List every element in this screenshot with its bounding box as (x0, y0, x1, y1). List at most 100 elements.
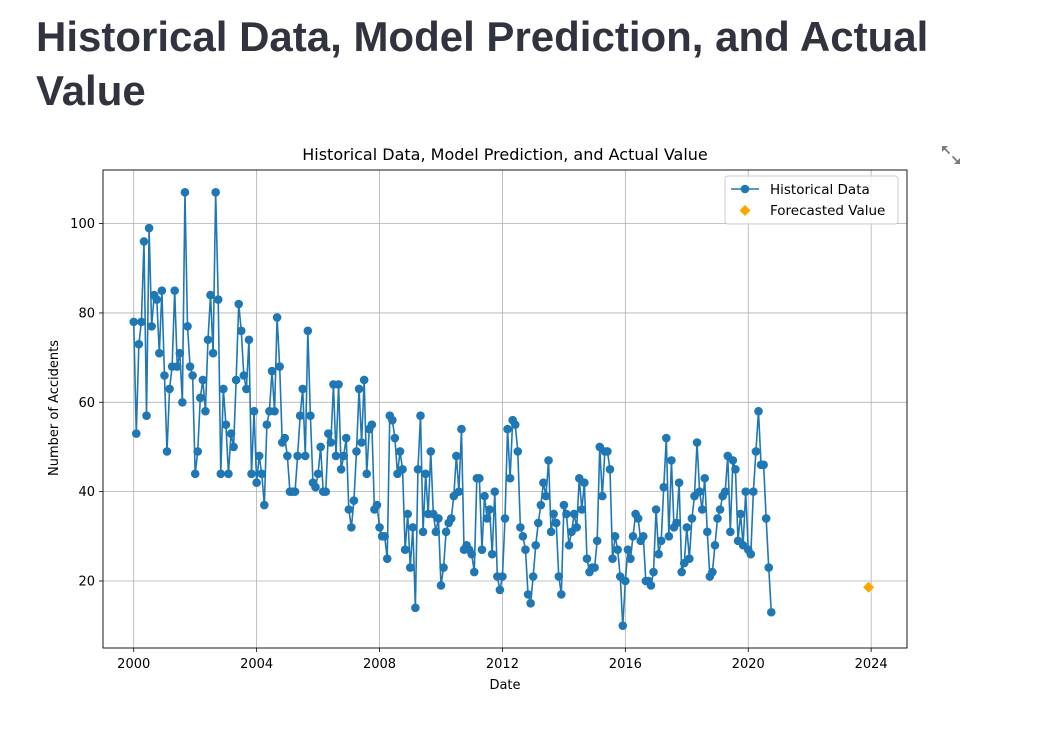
x-tick-label: 2008 (363, 657, 396, 672)
data-point (229, 442, 238, 452)
data-point (477, 545, 487, 555)
data-point (178, 398, 187, 407)
legend-marker-forecast (739, 205, 751, 216)
data-point (131, 429, 141, 438)
grid (103, 170, 907, 648)
data-point (142, 411, 151, 421)
data-point (764, 563, 774, 572)
data-point (608, 554, 617, 563)
data-point (341, 433, 351, 443)
data-point (551, 518, 561, 528)
data-point (475, 473, 484, 483)
data-point (231, 375, 241, 385)
data-point (160, 371, 169, 380)
data-point (147, 322, 156, 331)
data-point (311, 482, 320, 492)
data-point (559, 500, 569, 510)
data-point (546, 527, 556, 537)
data-point (339, 451, 348, 461)
data-point (452, 451, 461, 461)
legend: Historical Data Forecasted Value (724, 175, 899, 225)
data-point (610, 532, 620, 541)
expand-arrows-icon (942, 146, 960, 164)
data-point (539, 478, 548, 488)
legend-label-historical: Historical Data (770, 182, 870, 198)
data-point (749, 487, 758, 496)
data-point (298, 384, 308, 394)
data-point (331, 451, 341, 461)
data-point (521, 545, 530, 555)
data-point (510, 420, 520, 429)
data-point (254, 451, 264, 461)
data-point (400, 545, 410, 555)
data-point (572, 523, 581, 532)
data-point (293, 451, 302, 461)
x-tick-label: 2016 (609, 657, 642, 672)
y-tick-label: 60 (78, 396, 95, 411)
data-point (236, 326, 246, 336)
data-point (603, 447, 612, 456)
data-point (280, 433, 290, 443)
data-point (685, 554, 694, 563)
plot-frame (102, 169, 908, 649)
data-point (697, 505, 707, 514)
y-tick-label: 80 (78, 306, 95, 321)
data-point (216, 469, 226, 479)
data-point (700, 473, 710, 483)
data-point (219, 384, 228, 394)
data-point (300, 451, 310, 461)
axes: 2000 2004 2008 2012 2016 2020 2024 20 40 60 80 100 (70, 169, 908, 672)
data-point (664, 532, 674, 541)
data-point (324, 429, 333, 438)
data-point (344, 505, 354, 514)
data-point (347, 523, 356, 532)
data-point (708, 567, 717, 577)
data-point (336, 465, 346, 474)
data-point (295, 411, 305, 421)
data-point (751, 447, 761, 456)
y-tick-label: 100 (70, 217, 95, 232)
data-point (523, 590, 533, 599)
data-point (580, 478, 589, 488)
data-point (672, 518, 681, 528)
data-point (306, 411, 315, 421)
data-point (170, 286, 179, 295)
data-point (490, 487, 500, 496)
y-tick-label: 20 (78, 574, 95, 589)
fullscreen-button[interactable] (938, 142, 964, 168)
data-point (582, 554, 592, 563)
legend-label-forecast: Forecasted Value (770, 203, 885, 219)
data-point (354, 384, 364, 394)
data-point (239, 371, 249, 380)
data-point (682, 523, 692, 532)
data-point (687, 514, 697, 523)
data-point (349, 496, 359, 505)
data-point (152, 295, 162, 304)
data-point (180, 188, 190, 197)
data-point (242, 384, 251, 394)
data-point (431, 527, 441, 537)
data-point (541, 491, 551, 501)
data-point (713, 514, 722, 523)
data-point (382, 554, 392, 563)
data-point (413, 465, 423, 474)
chart-title: Historical Data, Model Prediction, and A… (302, 145, 708, 164)
x-tick-label: 2000 (117, 657, 150, 672)
data-point (720, 487, 730, 496)
data-point (549, 509, 558, 519)
series-historical-data (132, 191, 773, 627)
data-point (531, 540, 541, 550)
data-point (656, 536, 666, 546)
data-point (249, 406, 259, 416)
data-point (224, 469, 233, 479)
data-point (313, 469, 323, 479)
data-point (267, 366, 277, 376)
data-point (390, 433, 400, 443)
data-point (526, 599, 535, 608)
data-point (403, 509, 413, 519)
data-point (731, 465, 740, 474)
data-point (162, 447, 172, 456)
data-point (165, 384, 174, 394)
legend-box (724, 175, 899, 225)
data-point (528, 572, 538, 581)
